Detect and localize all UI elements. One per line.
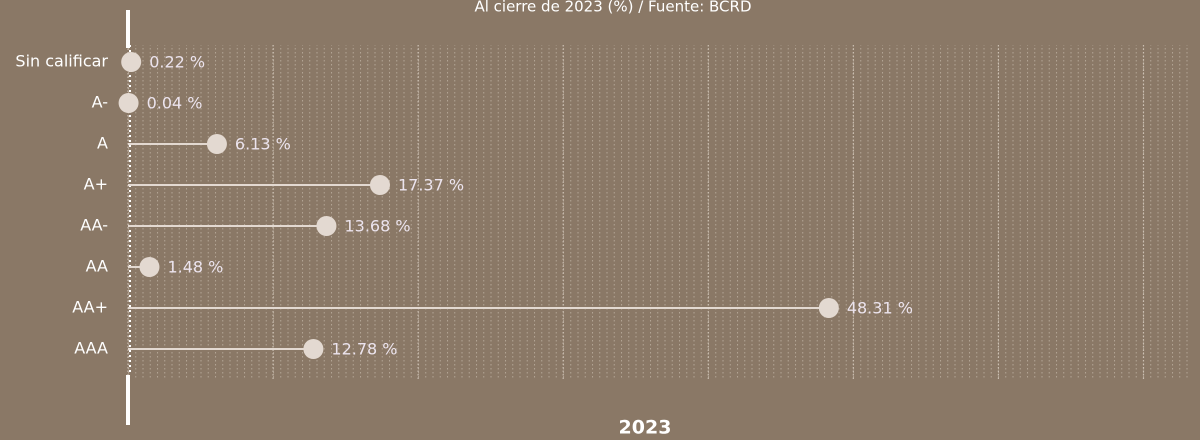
value-label: 13.68 % xyxy=(344,217,410,236)
subtitle: Al cierre de 2023 (%) / Fuente: BCRD xyxy=(474,0,751,16)
value-label: 0.04 % xyxy=(147,94,203,113)
value-label: 6.13 % xyxy=(235,135,291,154)
category-label: A xyxy=(97,134,108,153)
category-label: AA xyxy=(86,257,108,276)
x-axis-label: 2023 xyxy=(619,417,672,439)
value-label: 17.37 % xyxy=(398,176,464,195)
dot xyxy=(206,134,227,154)
dot xyxy=(316,216,337,236)
category-label: Sin calificar xyxy=(15,52,108,71)
dot xyxy=(121,52,142,72)
category-label: A- xyxy=(92,93,108,112)
category-label: AAA xyxy=(74,339,108,358)
category-label: AA+ xyxy=(72,298,108,317)
value-label: 1.48 % xyxy=(167,258,223,277)
dot xyxy=(139,257,160,277)
category-label: A+ xyxy=(84,175,108,194)
value-label: 12.78 % xyxy=(331,340,397,359)
dot xyxy=(118,93,139,113)
dot xyxy=(369,175,390,195)
value-label: 0.22 % xyxy=(149,53,205,72)
minor-grid xyxy=(128,45,1190,380)
dot xyxy=(303,339,324,359)
dot xyxy=(818,298,839,318)
category-label: AA- xyxy=(80,216,108,235)
value-label: 48.31 % xyxy=(847,299,913,318)
